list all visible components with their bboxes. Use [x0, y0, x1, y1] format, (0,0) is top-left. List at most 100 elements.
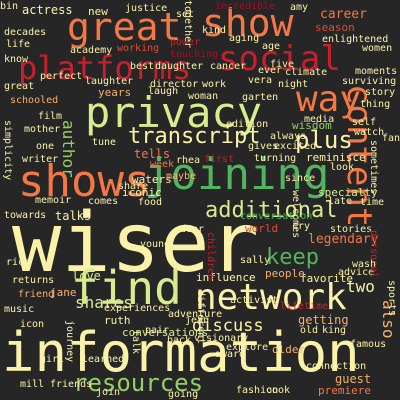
word: king	[322, 325, 347, 336]
word: tells	[134, 147, 171, 161]
word: privacy	[85, 88, 263, 137]
word: going	[168, 389, 199, 400]
word: keep	[266, 245, 319, 270]
word: garten	[242, 92, 279, 103]
word: aging	[229, 33, 260, 44]
word: ever	[258, 65, 283, 76]
word: self	[352, 117, 377, 128]
word: guest	[335, 372, 372, 386]
word: welcomes	[290, 190, 301, 239]
word: writer	[22, 154, 59, 165]
word: cry	[292, 221, 311, 232]
word: sports	[386, 280, 397, 317]
word: plus	[295, 126, 353, 154]
word: conversations	[122, 326, 209, 339]
word: amy	[290, 2, 309, 13]
word: journey	[64, 320, 75, 363]
word: great	[67, 5, 182, 49]
word: find	[71, 261, 182, 315]
word: girl	[40, 354, 65, 365]
word: first	[204, 154, 235, 165]
word: premiere	[318, 384, 371, 397]
word: friends	[50, 379, 93, 390]
word: cook	[266, 385, 291, 396]
word: schooled	[10, 95, 59, 106]
word: one	[36, 141, 55, 152]
word: years	[98, 86, 132, 99]
word: specialty	[318, 186, 378, 199]
word: platforms	[18, 49, 192, 87]
word: know	[4, 54, 29, 65]
word: rhea	[176, 155, 201, 166]
word: set	[176, 9, 195, 20]
word: always	[270, 131, 307, 142]
word: working	[117, 43, 160, 54]
word: new	[88, 5, 108, 18]
word: actress	[22, 3, 73, 17]
word: look	[330, 162, 355, 173]
word: reminisce	[306, 151, 366, 164]
word: maybe	[166, 171, 197, 182]
word: academy	[70, 45, 113, 56]
word: night	[278, 79, 309, 90]
word: career	[320, 7, 367, 22]
word: jane	[50, 286, 77, 299]
word: sally	[240, 255, 271, 266]
word: five	[270, 59, 295, 70]
word: activist	[230, 295, 279, 306]
word: favorite	[300, 272, 353, 285]
word: rich	[6, 257, 31, 268]
word: award	[215, 349, 246, 360]
word: decades	[4, 27, 47, 38]
word: surviving	[342, 76, 397, 87]
word: wash	[352, 259, 377, 270]
word: fan	[382, 133, 400, 144]
word: story	[365, 87, 396, 98]
word: returns	[12, 275, 55, 286]
word: vera	[248, 75, 273, 86]
word: people	[265, 267, 305, 280]
word: older	[272, 343, 306, 356]
word: adventure	[168, 309, 223, 320]
word: tune	[92, 137, 117, 148]
word: film	[38, 111, 63, 122]
word: work	[202, 79, 227, 90]
word: author	[59, 120, 78, 178]
word: climate	[285, 67, 328, 78]
word: shows	[18, 156, 151, 207]
word: week	[150, 159, 175, 170]
word: woman	[188, 91, 219, 102]
word: director	[150, 79, 199, 90]
word: social	[218, 39, 341, 79]
word: life	[6, 39, 31, 50]
word: wisdom	[292, 119, 332, 132]
word: pair	[145, 325, 170, 336]
word: music	[4, 304, 35, 315]
word: best	[130, 61, 155, 72]
word: visionary	[194, 333, 249, 344]
word: talk	[130, 330, 141, 355]
word: power	[170, 37, 201, 48]
word: excited	[274, 141, 317, 152]
word: world	[245, 222, 279, 235]
word: simplicity	[2, 120, 13, 181]
word: network	[195, 277, 347, 318]
word: women	[362, 43, 393, 54]
word: cancer	[210, 61, 247, 72]
word: watch	[354, 127, 385, 138]
word: late	[328, 196, 353, 207]
word: old	[300, 325, 319, 336]
word: daughter	[155, 61, 204, 72]
word: laughter	[85, 76, 134, 87]
word: resources	[73, 369, 204, 397]
word: additional	[205, 198, 338, 223]
word: joining	[144, 149, 330, 200]
word: laugh	[148, 86, 179, 97]
word: icon	[20, 319, 45, 330]
word: lifetime	[280, 301, 329, 312]
word: season	[315, 21, 355, 34]
word: transcript	[128, 124, 261, 149]
word: media	[304, 114, 335, 125]
word: mill	[20, 379, 45, 390]
word: talks	[55, 209, 92, 223]
